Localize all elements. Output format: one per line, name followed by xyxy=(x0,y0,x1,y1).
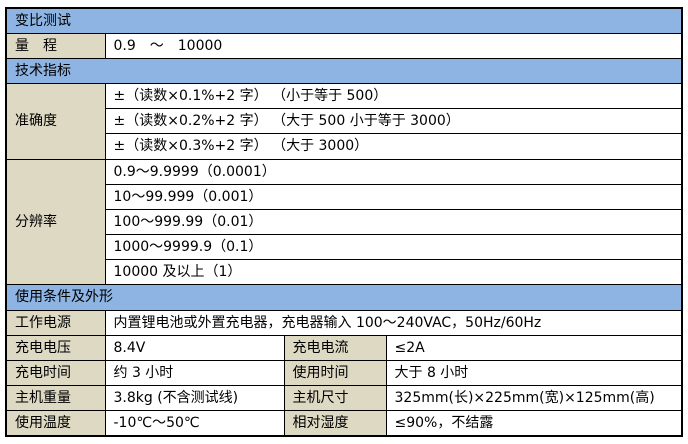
resolution-value-row: 100～999.99（0.01） xyxy=(104,208,683,236)
table-row: ±（读数×0.2%+2 字） （大于 500 小于等于 3000） xyxy=(6,108,683,135)
range-label: 量 程 xyxy=(5,32,106,59)
charge-time-value: 约 3 小时 xyxy=(104,359,285,387)
table-row: 10000 及以上（1） xyxy=(6,259,683,286)
table-row: 使用温度 -10℃～50℃ 相对湿度 ≤90%，不结露 xyxy=(5,410,683,437)
table-row: 分辨率 0.9～9.9999（0.0001） xyxy=(5,158,683,286)
host-weight-label: 主机重量 xyxy=(5,385,106,412)
resolution-value-row: 10～99.999（0.001） xyxy=(104,183,683,210)
charge-voltage-label: 充电电压 xyxy=(5,334,106,361)
section-header-tech-specs: 技术指标 xyxy=(5,57,683,85)
table-row: 变比测试 xyxy=(5,7,683,34)
host-size-label: 主机尺寸 xyxy=(283,385,387,412)
usage-time-value: 大于 8 小时 xyxy=(385,359,683,387)
power-supply-value: 内置锂电池或外置充电器，充电器输入 100～240VAC，50Hz/60Hz xyxy=(104,309,683,336)
usage-time-label: 使用时间 xyxy=(283,359,387,387)
power-supply-label: 工作电源 xyxy=(5,309,106,336)
charge-current-value: ≤2A xyxy=(385,334,683,361)
charge-current-label: 充电电流 xyxy=(283,334,387,361)
table-row: 量 程 0.9 ～ 10000 xyxy=(5,32,683,59)
resolution-label: 分辨率 xyxy=(5,158,106,286)
table-row: 1000～9999.9（0.1） xyxy=(6,234,683,261)
operating-temp-value: -10℃～50℃ xyxy=(104,410,285,437)
table-row: 技术指标 xyxy=(5,57,683,85)
range-value: 0.9 ～ 10000 xyxy=(104,32,683,59)
spec-table: 变比测试 量 程 0.9 ～ 10000 技术指标 准确度 ±（读数×0.1%+… xyxy=(5,7,683,437)
accuracy-value-row: ±（读数×0.2%+2 字） （大于 500 小于等于 3000） xyxy=(104,108,683,135)
section-header-ratio-test: 变比测试 xyxy=(5,7,683,34)
table-row: 充电电压 8.4V 充电电流 ≤2A xyxy=(5,334,683,361)
resolution-value-row: 1000～9999.9（0.1） xyxy=(104,234,683,261)
charge-time-label: 充电时间 xyxy=(5,359,106,387)
host-weight-value: 3.8kg (不含测试线) xyxy=(104,385,285,412)
table-row: 主机重量 3.8kg (不含测试线) 主机尺寸 325mm(长)×225mm(宽… xyxy=(5,385,683,412)
table-row: ±（读数×0.3%+2 字） （大于 3000） xyxy=(6,133,683,160)
table-row: 100～999.99（0.01） xyxy=(6,208,683,236)
relative-humidity-value: ≤90%，不结露 xyxy=(385,410,683,437)
resolution-value-row: 0.9～9.9999（0.0001） xyxy=(104,158,683,185)
charge-voltage-value: 8.4V xyxy=(104,334,285,361)
table-row: 10～99.999（0.001） xyxy=(6,183,683,210)
table-row: 使用条件及外形 xyxy=(5,284,683,311)
accuracy-value-row: ±（读数×0.3%+2 字） （大于 3000） xyxy=(104,133,683,160)
section-header-conditions: 使用条件及外形 xyxy=(5,284,683,311)
operating-temp-label: 使用温度 xyxy=(5,410,106,437)
host-size-value: 325mm(长)×225mm(宽)×125mm(高) xyxy=(385,385,683,412)
accuracy-value-row: ±（读数×0.1%+2 字） （小于等于 500） xyxy=(104,83,683,110)
relative-humidity-label: 相对湿度 xyxy=(283,410,387,437)
table-row: 工作电源 内置锂电池或外置充电器，充电器输入 100～240VAC，50Hz/6… xyxy=(5,309,683,336)
resolution-value-row: 10000 及以上（1） xyxy=(104,259,683,286)
table-row: 充电时间 约 3 小时 使用时间 大于 8 小时 xyxy=(5,359,683,387)
accuracy-label: 准确度 xyxy=(5,83,106,160)
table-row: 准确度 ±（读数×0.1%+2 字） （小于等于 500） xyxy=(5,83,683,160)
